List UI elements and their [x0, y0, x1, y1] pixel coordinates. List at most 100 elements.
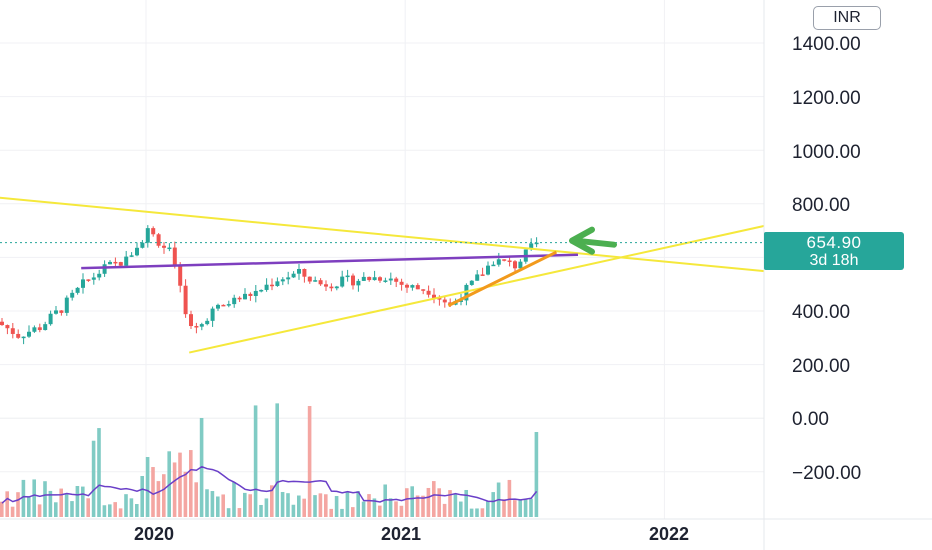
candle-body: [324, 284, 328, 287]
candle-body: [64, 297, 69, 313]
volume-bar: [59, 488, 63, 517]
volume-bar: [189, 450, 193, 517]
volume-bar: [421, 495, 425, 517]
lower-yellow-trendline[interactable]: [188, 224, 765, 354]
price-tick-label: 1400.00: [792, 34, 861, 55]
candle-body: [32, 327, 37, 332]
time-tick-label: 2020: [134, 524, 174, 544]
candle-body: [307, 276, 312, 282]
candle-body: [480, 274, 485, 276]
price-tick-label: 400.00: [792, 302, 850, 323]
volume-bar: [415, 495, 420, 517]
volume-bar: [529, 498, 533, 517]
volume-bar: [5, 491, 9, 517]
volume-bar: [502, 499, 506, 517]
orange-support-trendline[interactable]: [447, 250, 558, 307]
candle-body: [216, 304, 220, 309]
candle-body: [264, 284, 269, 290]
volume-bar: [194, 482, 198, 517]
volume-bar: [108, 504, 112, 517]
candle-body: [388, 278, 393, 281]
candle-body: [378, 277, 382, 281]
volume-bar: [10, 506, 15, 517]
candle-body: [194, 326, 199, 328]
candle-body: [442, 299, 447, 303]
volume-bar: [216, 496, 220, 517]
volume-bar: [237, 508, 242, 517]
volume-bar: [243, 492, 247, 517]
candle-body: [329, 286, 334, 289]
price-tick-label: 0.00: [792, 409, 829, 430]
candle-body: [81, 279, 85, 288]
price-tick-label: 800.00: [792, 195, 850, 216]
volume-bar: [43, 481, 47, 517]
candle-body: [243, 293, 247, 300]
candle-body: [502, 259, 507, 261]
volume-bar: [453, 493, 458, 517]
volume-bar: [399, 505, 404, 517]
volume-bar: [210, 491, 215, 517]
purple-resistance-trendline[interactable]: [81, 253, 579, 270]
currency-badge[interactable]: INR: [813, 6, 881, 30]
volume-bar: [162, 474, 166, 517]
candle-body: [5, 325, 10, 329]
candle-body: [405, 284, 409, 288]
candle-body: [507, 260, 512, 263]
candle-body: [226, 304, 231, 306]
candle-body: [237, 297, 242, 300]
candle-body: [529, 243, 534, 250]
volume-bar: [324, 494, 328, 517]
volume-bar: [226, 508, 231, 517]
volume-bar: [118, 508, 123, 517]
candle-body: [124, 256, 129, 266]
volume-bar: [48, 490, 53, 517]
price-tick-label: 200.00: [792, 356, 850, 377]
volume-bar: [334, 496, 339, 517]
volume-bar: [351, 507, 355, 517]
volume-bar: [340, 508, 344, 517]
volume-bar: [91, 440, 96, 517]
volume-bar: [356, 491, 360, 517]
volume-bar: [442, 503, 447, 517]
volume-bar: [75, 486, 80, 517]
candle-body: [27, 331, 31, 337]
volume-bars: [0, 403, 539, 517]
arrow-head: [569, 226, 595, 255]
candle-body: [140, 242, 145, 248]
candle-body: [345, 275, 350, 278]
candle-body: [221, 304, 226, 307]
volume-bar: [124, 494, 128, 517]
volume-bar: [297, 495, 301, 517]
volume-bar: [480, 508, 485, 517]
candle-body: [43, 324, 48, 331]
candle-body: [75, 287, 80, 293]
volume-bar: [0, 501, 4, 517]
volume-bar: [491, 492, 495, 517]
candle-body: [534, 242, 539, 245]
candle-body: [313, 280, 318, 282]
time-axis[interactable]: 2020 2021 2022: [134, 524, 689, 544]
volume-bar: [534, 432, 539, 517]
candle-body: [356, 280, 361, 286]
volume-bar: [70, 501, 74, 517]
candle-body: [334, 286, 339, 289]
candle-body: [491, 264, 496, 267]
candle-body: [183, 285, 188, 315]
candle-body: [102, 264, 107, 274]
candle-body: [291, 273, 296, 278]
volume-bar: [135, 504, 139, 517]
price-axis[interactable]: 1400.00 1200.00 1000.00 800.00 400.00 20…: [792, 34, 861, 484]
candle-body: [259, 289, 264, 292]
candle-body: [513, 261, 517, 269]
volume-bar: [378, 505, 382, 517]
volume-bar: [205, 489, 209, 517]
upper-yellow-trendline[interactable]: [0, 193, 765, 273]
volume-bar: [388, 498, 393, 517]
volume-bar: [259, 504, 263, 517]
candle-body: [459, 300, 463, 302]
volume-bar: [410, 486, 414, 517]
candle-body: [135, 247, 139, 256]
arrow-shaft: [573, 237, 617, 248]
volume-bar: [16, 492, 20, 517]
